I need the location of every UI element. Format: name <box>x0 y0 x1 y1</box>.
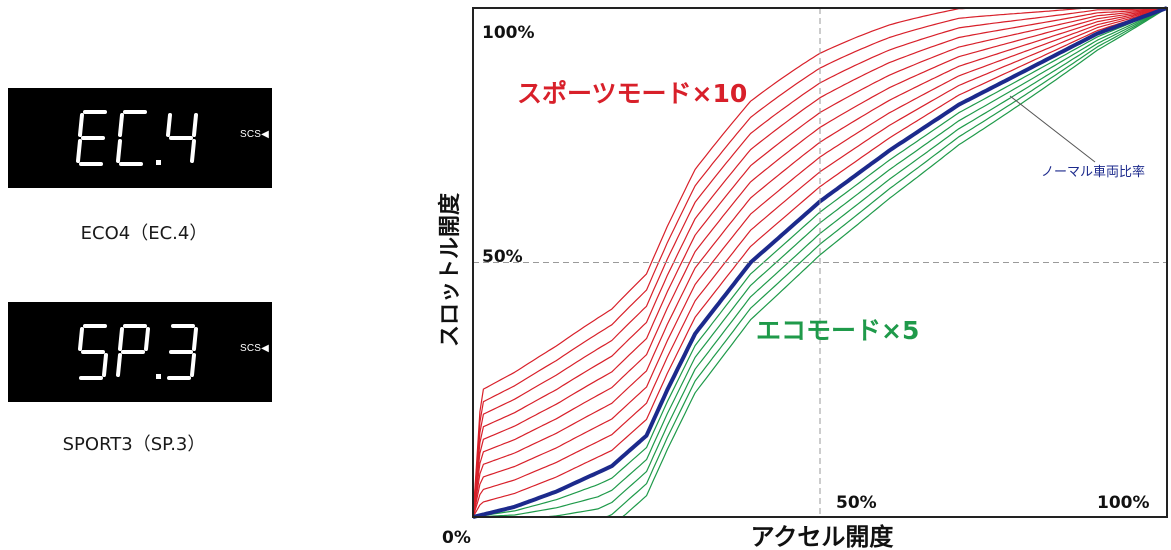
segment-f <box>166 113 172 137</box>
sport-mode-curve-5 <box>472 7 1168 518</box>
sport-mode-segment-readout <box>78 324 198 380</box>
segment-e <box>116 353 122 377</box>
segment-c <box>190 139 196 163</box>
y-axis-label: スロットル開度 <box>437 192 463 347</box>
sport-mode-curve-1 <box>472 7 1168 518</box>
x-tick-100: 100% <box>1097 493 1150 513</box>
origin-tick: 0% <box>442 528 471 548</box>
segment-decimal-point <box>156 374 161 379</box>
sport-mode-label: スポーツモード×10 <box>517 79 747 108</box>
sport-mode-curve-7 <box>472 7 1168 518</box>
plot-frame <box>472 7 1168 518</box>
segment-f <box>118 113 124 137</box>
eco-mode-segment-readout <box>76 110 198 166</box>
y-tick-50: 50% <box>482 247 523 267</box>
normal-ratio-label: ノーマル車両比率 <box>1041 164 1145 180</box>
sport-mode-caption: SPORT3（SP.3） <box>62 434 206 455</box>
segment-c <box>190 353 196 377</box>
x-tick-50: 50% <box>836 493 877 513</box>
y-tick-100: 100% <box>482 23 535 43</box>
segment-b <box>192 327 198 351</box>
eco-mode-label: エコモード×5 <box>756 316 919 345</box>
normal-callout-line <box>1009 95 1096 163</box>
segment-f <box>78 327 84 351</box>
segment-b <box>144 327 150 351</box>
segment-e <box>76 139 82 163</box>
scs-indicator: SCS◀ <box>240 129 270 140</box>
segment-f <box>118 327 124 351</box>
sport-mode-display: SCS◀ <box>8 302 272 402</box>
segment-c <box>102 353 108 377</box>
scs-indicator: SCS◀ <box>240 343 270 354</box>
eco-mode-caption: ECO4（EC.4） <box>80 223 208 244</box>
plot-border <box>472 7 1168 518</box>
x-axis-label: アクセル開度 <box>751 523 895 550</box>
segment-b <box>192 113 198 137</box>
segment-decimal-point <box>156 160 161 165</box>
segment-f <box>78 113 84 137</box>
segment-e <box>116 139 122 163</box>
eco-mode-display: SCS◀ <box>8 88 272 188</box>
sport-mode-curve-3 <box>472 7 1168 518</box>
